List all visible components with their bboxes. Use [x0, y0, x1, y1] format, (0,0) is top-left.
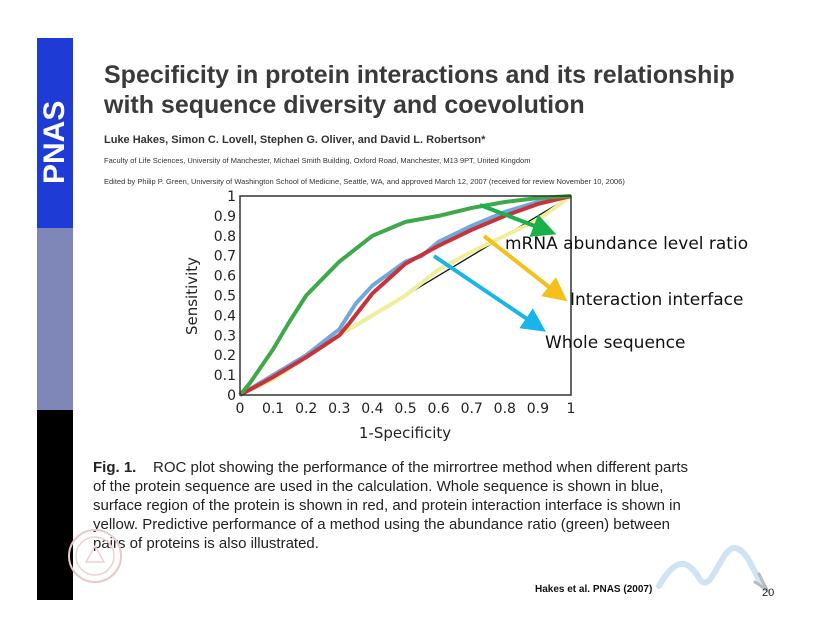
- y-tick-labels: 0 0.1 0.2 0.3 0.4 0.5 0.6 0.7 0.8 0.9 1: [214, 189, 236, 404]
- plot-frame: [239, 195, 572, 396]
- paper-title-line-1: Specificity in protein interactions and …: [104, 61, 735, 89]
- journal-mark: PNAS: [38, 101, 72, 184]
- x-tick-label: 0.9: [527, 401, 549, 417]
- y-tick-label: 0.4: [214, 308, 236, 324]
- journal-sidebar: [37, 38, 73, 600]
- figure-caption: Fig. 1. ROC plot showing the performance…: [93, 458, 693, 553]
- x-tick-label: 1: [567, 401, 576, 417]
- sidebar-black-band: [37, 410, 73, 600]
- roc-chart: 0 0.1 0.2 0.3 0.4 0.5 0.6 0.7 0.8 0.9 1 0 0.1 0.2 0.3…: [183, 189, 576, 442]
- paper-title-line-2: with sequence diversity and coevolution: [104, 91, 585, 119]
- annotation-mrna: mRNA abundance level ratio: [505, 234, 749, 254]
- paper-title: Specificity in protein interactions and …: [104, 60, 794, 120]
- series-line-3: [238, 194, 572, 397]
- sidebar-grey-band: [37, 228, 73, 410]
- x-axis-title: 1-Specificity: [359, 424, 451, 442]
- y-tick-label: 0.6: [214, 269, 236, 285]
- y-tick-label: 1: [227, 189, 236, 205]
- y-tick-label: 0.1: [214, 368, 236, 384]
- y-tick-label: 0.9: [214, 209, 236, 225]
- annotation-whole: Whole sequence: [545, 333, 686, 353]
- caption-text: ROC plot showing the performance of the …: [93, 459, 688, 552]
- y-tick-label: 0.2: [214, 348, 236, 364]
- y-tick-label: 0: [227, 388, 236, 404]
- paper-affiliation: Faculty of Life Sciences, University of …: [104, 156, 531, 165]
- university-seal-icon: [68, 529, 122, 583]
- x-tick-label: 0.1: [262, 401, 284, 417]
- citation: Hakes et al. PNAS (2007): [535, 584, 653, 595]
- y-tick-label: 0.5: [214, 289, 236, 305]
- series-layer: [238, 194, 573, 397]
- page-number: 20: [762, 587, 775, 599]
- x-tick-label: 0.8: [494, 401, 516, 417]
- x-tick-label: 0.3: [328, 401, 350, 417]
- y-tick-label: 0.3: [214, 328, 236, 344]
- x-tick-label: 0: [236, 401, 245, 417]
- paper-edited-note: Edited by Philip P. Green, University of…: [104, 177, 625, 186]
- y-axis-title: Sensitivity: [183, 257, 201, 335]
- y-tick-label: 0.8: [214, 229, 236, 245]
- x-tick-label: 0.5: [394, 401, 416, 417]
- x-tick-label: 0.4: [361, 401, 383, 417]
- x-tick-label: 0.6: [427, 401, 449, 417]
- paper-authors: Luke Hakes, Simon C. Lovell, Stephen G. …: [104, 134, 486, 146]
- annotation-interface: Interaction interface: [570, 290, 744, 310]
- x-tick-label: 0.7: [461, 401, 483, 417]
- y-tick-label: 0.7: [214, 249, 236, 265]
- decorative-wave-icon: [656, 545, 771, 595]
- x-tick-labels: 0 0.1 0.2 0.3 0.4 0.5 0.6 0.7 0.8 0.9 1: [236, 401, 576, 417]
- caption-label: Fig. 1.: [93, 459, 137, 476]
- sidebar-blue-band: [37, 38, 73, 228]
- x-tick-label: 0.2: [295, 401, 317, 417]
